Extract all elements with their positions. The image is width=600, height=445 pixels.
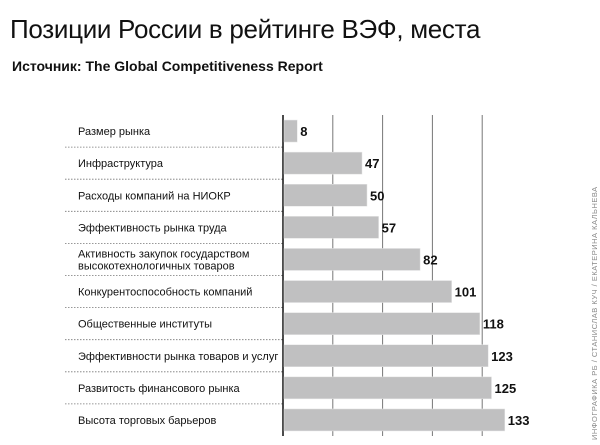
data-label: 57 <box>382 220 396 235</box>
category-label: высокотехнологичных товаров <box>78 260 235 272</box>
data-label: 101 <box>455 285 477 300</box>
category-label: Общественные институты <box>78 319 212 331</box>
bar <box>283 376 492 400</box>
chart-subtitle: Источник: The Global Competitiveness Rep… <box>12 58 323 74</box>
data-label: 8 <box>300 124 307 139</box>
data-label: 82 <box>423 252 437 267</box>
bar <box>283 344 489 367</box>
data-label: 47 <box>365 156 379 171</box>
category-label: Активность закупок государством <box>78 248 249 260</box>
category-label: Развитость финансового рынка <box>78 383 240 395</box>
data-label: 125 <box>495 381 517 396</box>
data-label: 118 <box>483 317 504 332</box>
chart-title: Позиции России в рейтинге ВЭФ, места <box>10 14 481 44</box>
bar <box>283 408 506 432</box>
bar <box>283 151 363 175</box>
category-label: Эффективности рынка товаров и услуг <box>78 351 278 363</box>
category-label: Инфраструктура <box>78 158 164 170</box>
category-label: Высота торговых барьеров <box>78 415 217 427</box>
category-label: Размер рынка <box>78 126 151 138</box>
category-label: Расходы компаний на НИОКР <box>78 190 231 202</box>
bar <box>283 184 368 207</box>
bar <box>283 312 481 335</box>
data-label: 133 <box>508 413 530 428</box>
bar <box>283 216 379 239</box>
category-label: Конкурентоспособность компаний <box>78 287 252 299</box>
category-label: Эффективность рынка труда <box>78 222 228 234</box>
bar <box>283 248 421 271</box>
data-label: 123 <box>491 349 513 364</box>
bar <box>283 280 452 303</box>
data-label: 50 <box>370 188 384 203</box>
bar <box>283 119 298 143</box>
